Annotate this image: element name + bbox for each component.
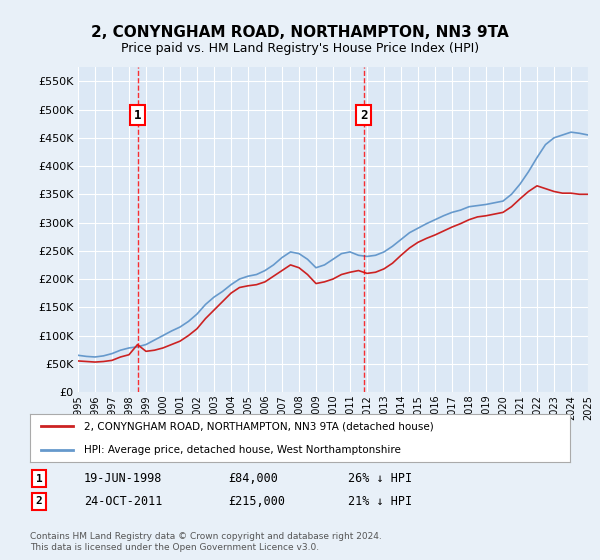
- Text: 2, CONYNGHAM ROAD, NORTHAMPTON, NN3 9TA (detached house): 2, CONYNGHAM ROAD, NORTHAMPTON, NN3 9TA …: [84, 421, 434, 431]
- Text: 1: 1: [35, 474, 43, 484]
- Text: £215,000: £215,000: [228, 494, 285, 508]
- Text: £84,000: £84,000: [228, 472, 278, 486]
- Text: 21% ↓ HPI: 21% ↓ HPI: [348, 494, 412, 508]
- Text: Contains HM Land Registry data © Crown copyright and database right 2024.
This d: Contains HM Land Registry data © Crown c…: [30, 532, 382, 552]
- Text: 2: 2: [360, 109, 367, 122]
- Text: 2, CONYNGHAM ROAD, NORTHAMPTON, NN3 9TA: 2, CONYNGHAM ROAD, NORTHAMPTON, NN3 9TA: [91, 25, 509, 40]
- Text: Price paid vs. HM Land Registry's House Price Index (HPI): Price paid vs. HM Land Registry's House …: [121, 42, 479, 55]
- Text: 24-OCT-2011: 24-OCT-2011: [84, 494, 163, 508]
- Text: HPI: Average price, detached house, West Northamptonshire: HPI: Average price, detached house, West…: [84, 445, 401, 455]
- Text: 2: 2: [35, 496, 43, 506]
- Text: 19-JUN-1998: 19-JUN-1998: [84, 472, 163, 486]
- Text: 1: 1: [134, 109, 141, 122]
- Text: 26% ↓ HPI: 26% ↓ HPI: [348, 472, 412, 486]
